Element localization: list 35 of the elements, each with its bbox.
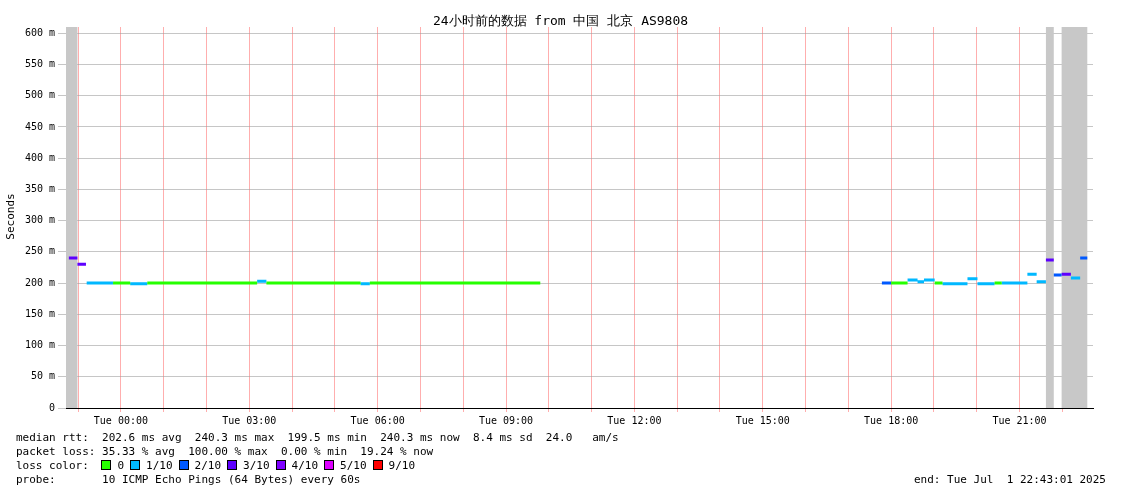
legend-label: 4/10 [291, 459, 319, 472]
x-tick-label: Tue 15:00 [735, 414, 790, 426]
y-tick-label: 300 m [24, 214, 55, 226]
y-tick-label: 400 m [24, 151, 55, 163]
y-tick-label: 450 m [24, 120, 55, 132]
text: packet loss: 35.33 % avg 100.00 % max 0.00 % min 19.24 % now [16, 445, 435, 459]
legend-label: 3/10 [243, 459, 270, 472]
legend-label: 0 [117, 459, 125, 472]
y-tick-label: 500 m [24, 89, 55, 101]
y-tick-label: 250 m [24, 245, 55, 257]
text: median rtt: 202.6 ms avg 240.3 ms max 199.5 ms min 240.3 ms now 8.4 ms sd 24.0 am/s [16, 431, 620, 445]
legend-label: 1/10 [146, 459, 173, 472]
chart-title: 24小时前的数据 from 中国 北京 AS9808 [432, 13, 689, 28]
text: probe: 10 ICMP Echo Pings (64 Bytes) every 60s [16, 473, 361, 486]
legend-label: 5/10 [340, 459, 367, 472]
y-tick-label: 200 m [24, 276, 55, 288]
x-tick-label: Tue 12:00 [607, 414, 662, 426]
y-tick-label: 150 m [24, 307, 55, 319]
y-tick-label: 50 m [30, 370, 55, 382]
y-axis-title: Seconds [3, 192, 17, 242]
y-tick-label: 550 m [24, 58, 55, 70]
y-tick-label: 350 m [24, 182, 55, 194]
x-tick-label: Tue 18:00 [864, 414, 919, 426]
text: end: Tue Jul 1 22:43:01 2025 [913, 473, 1106, 487]
y-tick-label: 100 m [24, 339, 55, 351]
legend-label: 9/10 [388, 459, 416, 472]
y-tick-label: 0 [48, 401, 55, 413]
x-tick-label: Tue 21:00 [992, 414, 1047, 426]
x-tick-label: Tue 00:00 [93, 414, 149, 426]
x-tick-label: Tue 06:00 [350, 414, 405, 426]
y-tick-label: 600 m [24, 26, 55, 38]
x-tick-label: Tue 03:00 [222, 414, 277, 426]
x-tick-label: Tue 09:00 [478, 414, 534, 426]
legend-title: loss color: [16, 459, 89, 472]
legend-label: 2/10 [194, 459, 222, 472]
